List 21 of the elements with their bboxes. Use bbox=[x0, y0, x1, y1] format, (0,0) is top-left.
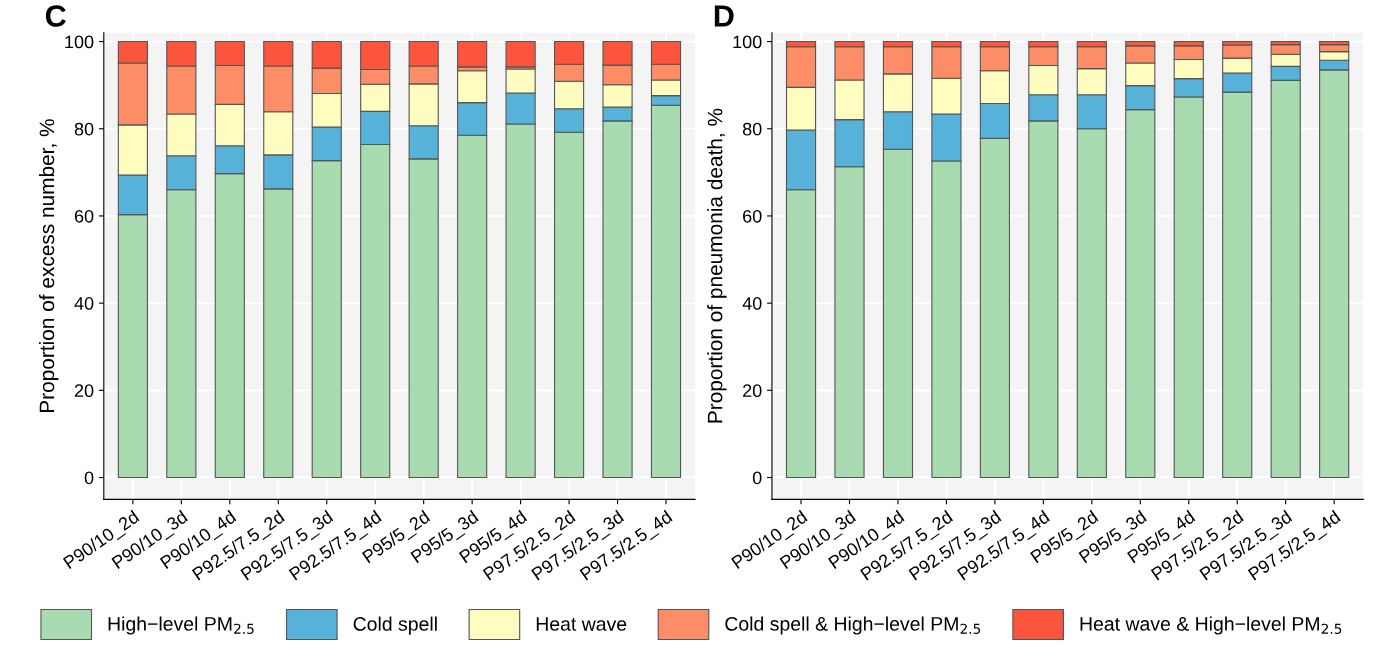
y-axis-title: Proportion of excess number, % bbox=[38, 119, 59, 413]
chart-title: D bbox=[714, 5, 734, 27]
y-tick-label: 0 bbox=[84, 471, 94, 485]
chart-title: C bbox=[45, 5, 66, 27]
legend-label: High−level PM$_{2.5}$ bbox=[108, 616, 254, 635]
legend-label: Heat wave & High−level PM$_{2.5}$ bbox=[1080, 616, 1342, 635]
y-tick-label: 80 bbox=[74, 122, 94, 136]
legend-label: Heat wave bbox=[536, 617, 627, 631]
y-tick-label: 60 bbox=[743, 209, 762, 223]
y-axis-title: Proportion of pneumonia death, % bbox=[707, 108, 727, 423]
y-tick-label: 100 bbox=[65, 35, 94, 49]
y-tick-label: 0 bbox=[752, 471, 762, 485]
y-tick-label: 40 bbox=[74, 297, 94, 310]
y-tick-label: 60 bbox=[74, 209, 94, 223]
y-tick-label: 20 bbox=[74, 384, 94, 398]
y-tick-label: 100 bbox=[733, 35, 762, 49]
y-tick-label: 80 bbox=[742, 122, 762, 136]
legend-label: Cold spell & High−level PM$_{2.5}$ bbox=[725, 616, 981, 635]
y-tick-label: 20 bbox=[743, 384, 762, 398]
legend-label: Cold spell bbox=[353, 616, 437, 635]
y-tick-label: 40 bbox=[742, 297, 762, 310]
